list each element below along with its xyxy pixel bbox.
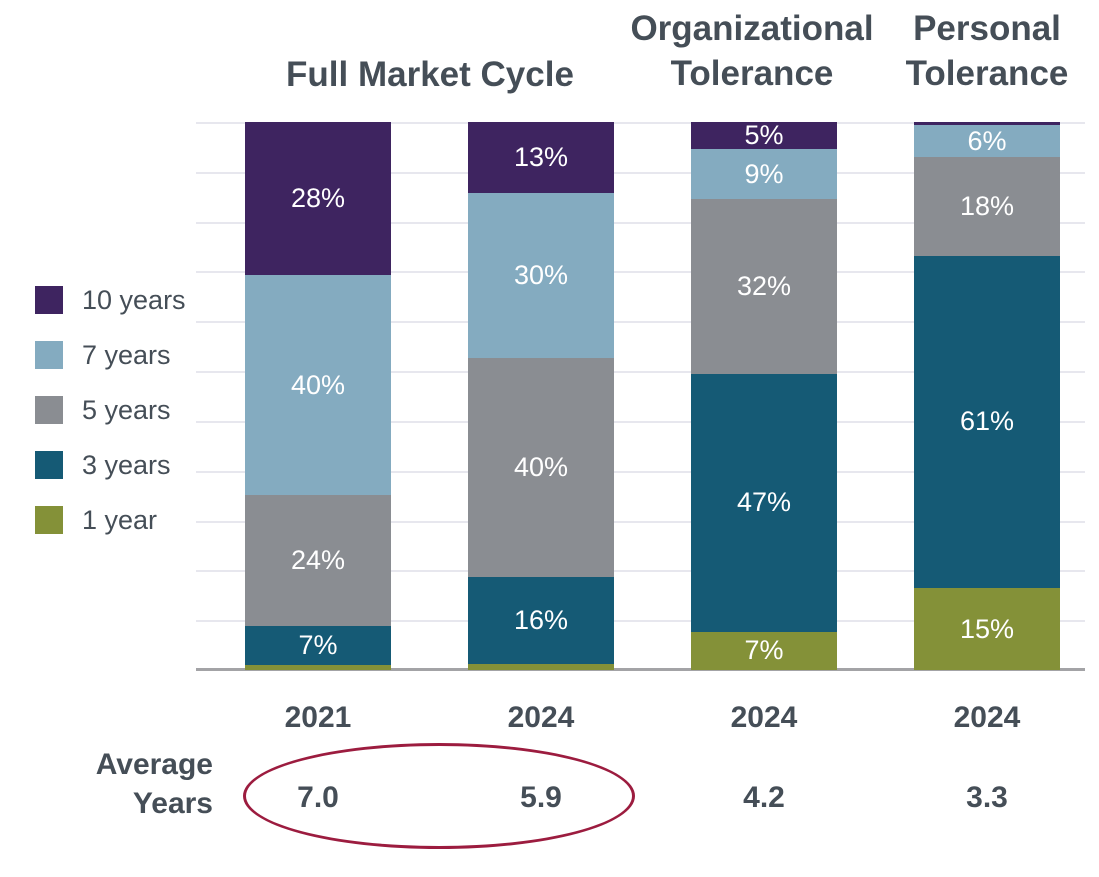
bar3-segment-3-years: 47% bbox=[691, 374, 837, 632]
bar1-segment-10-years: 28% bbox=[245, 122, 391, 276]
bar4-segment-3-years: 61% bbox=[914, 255, 1060, 589]
segment-value-label: 16% bbox=[513, 605, 569, 636]
category-label-1: 2021 bbox=[284, 701, 352, 734]
bar2-segment-1-year bbox=[468, 664, 614, 670]
gridline bbox=[196, 471, 1085, 473]
legend-label: 3 years bbox=[82, 449, 171, 480]
gridline bbox=[196, 122, 1085, 124]
category-label-3: 2024 bbox=[730, 701, 798, 734]
average-years-value-4: 3.3 bbox=[966, 781, 1008, 814]
average-years-row-label: Average Years bbox=[40, 745, 213, 823]
stacked-bar-2-full-market-cycle-2024: 13% 30% 40% 16% bbox=[468, 122, 614, 670]
segment-value-label: 7% bbox=[298, 629, 338, 660]
average-row-label-line2: Years bbox=[132, 787, 213, 820]
legend-item-10-years: 10 years bbox=[35, 284, 186, 315]
bar2-segment-5-years: 40% bbox=[468, 357, 614, 577]
gridline bbox=[196, 570, 1085, 572]
segment-value-label: 18% bbox=[959, 190, 1015, 221]
legend-item-3-years: 3 years bbox=[35, 449, 186, 480]
legend-swatch-5-years bbox=[35, 396, 63, 424]
bar3-segment-7-years: 9% bbox=[691, 149, 837, 199]
category-label-4: 2024 bbox=[953, 701, 1021, 734]
average-row-label-line1: Average bbox=[95, 748, 213, 781]
gridline bbox=[196, 521, 1085, 523]
segment-value-label: 9% bbox=[744, 158, 784, 189]
legend-swatch-1-year bbox=[35, 506, 63, 534]
stacked-bar-4-personal-tolerance-2024: 6% 18% 61% 15% bbox=[914, 122, 1060, 670]
gridline bbox=[196, 321, 1085, 323]
segment-value-label: 15% bbox=[959, 613, 1015, 644]
stacked-bar-1-full-market-cycle-2021: 28% 40% 24% 7% bbox=[245, 122, 391, 670]
gridline bbox=[196, 271, 1085, 273]
legend-label: 5 years bbox=[82, 394, 171, 425]
bar4-segment-5-years: 18% bbox=[914, 157, 1060, 256]
bar1-segment-1-year bbox=[245, 664, 391, 670]
group-title-organizational-tolerance: Organizational Tolerance bbox=[630, 9, 874, 93]
segment-value-label: 5% bbox=[744, 120, 784, 151]
segment-value-label: 47% bbox=[736, 487, 792, 518]
bar2-segment-7-years: 30% bbox=[468, 193, 614, 358]
segment-value-label: 24% bbox=[290, 544, 346, 575]
segment-value-label: 61% bbox=[959, 406, 1015, 437]
bar3-segment-10-years: 5% bbox=[691, 120, 837, 151]
bar1-segment-5-years: 24% bbox=[245, 494, 391, 627]
segment-value-label: 32% bbox=[736, 270, 792, 301]
bar3-segment-1-year: 7% bbox=[691, 631, 837, 670]
bar3-segment-5-years: 32% bbox=[691, 198, 837, 375]
segment-value-label: 40% bbox=[513, 451, 569, 482]
segment-value-label: 7% bbox=[744, 635, 784, 666]
legend-item-1-year: 1 year bbox=[35, 504, 186, 535]
legend-item-7-years: 7 years bbox=[35, 339, 186, 370]
segment-value-label: 30% bbox=[513, 259, 569, 290]
bar4-segment-10-years bbox=[914, 122, 1060, 125]
gridline bbox=[196, 371, 1085, 373]
legend-label: 10 years bbox=[82, 284, 186, 315]
bar2-segment-10-years: 13% bbox=[468, 122, 614, 194]
legend-label: 1 year bbox=[82, 504, 158, 535]
highlight-ellipse bbox=[243, 743, 635, 849]
legend-item-5-years: 5 years bbox=[35, 394, 186, 425]
bar4-segment-1-year: 15% bbox=[914, 588, 1060, 670]
x-axis-line bbox=[196, 668, 1085, 671]
segment-value-label: 6% bbox=[967, 125, 1007, 156]
segment-value-label: 28% bbox=[290, 183, 346, 214]
average-years-value-3: 4.2 bbox=[743, 781, 785, 814]
legend-swatch-3-years bbox=[35, 451, 63, 479]
legend-swatch-10-years bbox=[35, 286, 63, 314]
category-label-2: 2024 bbox=[507, 701, 575, 734]
group-title-full-market-cycle: Full Market Cycle bbox=[286, 55, 574, 94]
legend-label: 7 years bbox=[82, 339, 171, 370]
legend-swatch-7-years bbox=[35, 341, 63, 369]
legend: 10 years 7 years 5 years 3 years 1 year bbox=[35, 284, 186, 561]
segment-value-label: 13% bbox=[513, 142, 569, 173]
gridline bbox=[196, 172, 1085, 174]
gridline bbox=[196, 421, 1085, 423]
segment-value-label: 40% bbox=[290, 369, 346, 400]
bar1-segment-3-years: 7% bbox=[245, 626, 391, 665]
bar2-segment-3-years: 16% bbox=[468, 576, 614, 665]
gridline bbox=[196, 222, 1085, 224]
bar1-segment-7-years: 40% bbox=[245, 275, 391, 495]
group-title-personal-tolerance: Personal Tolerance bbox=[905, 9, 1069, 93]
bar4-segment-7-years: 6% bbox=[914, 124, 1060, 158]
stacked-bar-3-organizational-tolerance-2024: 5% 9% 32% 47% 7% bbox=[691, 122, 837, 670]
gridline bbox=[196, 620, 1085, 622]
